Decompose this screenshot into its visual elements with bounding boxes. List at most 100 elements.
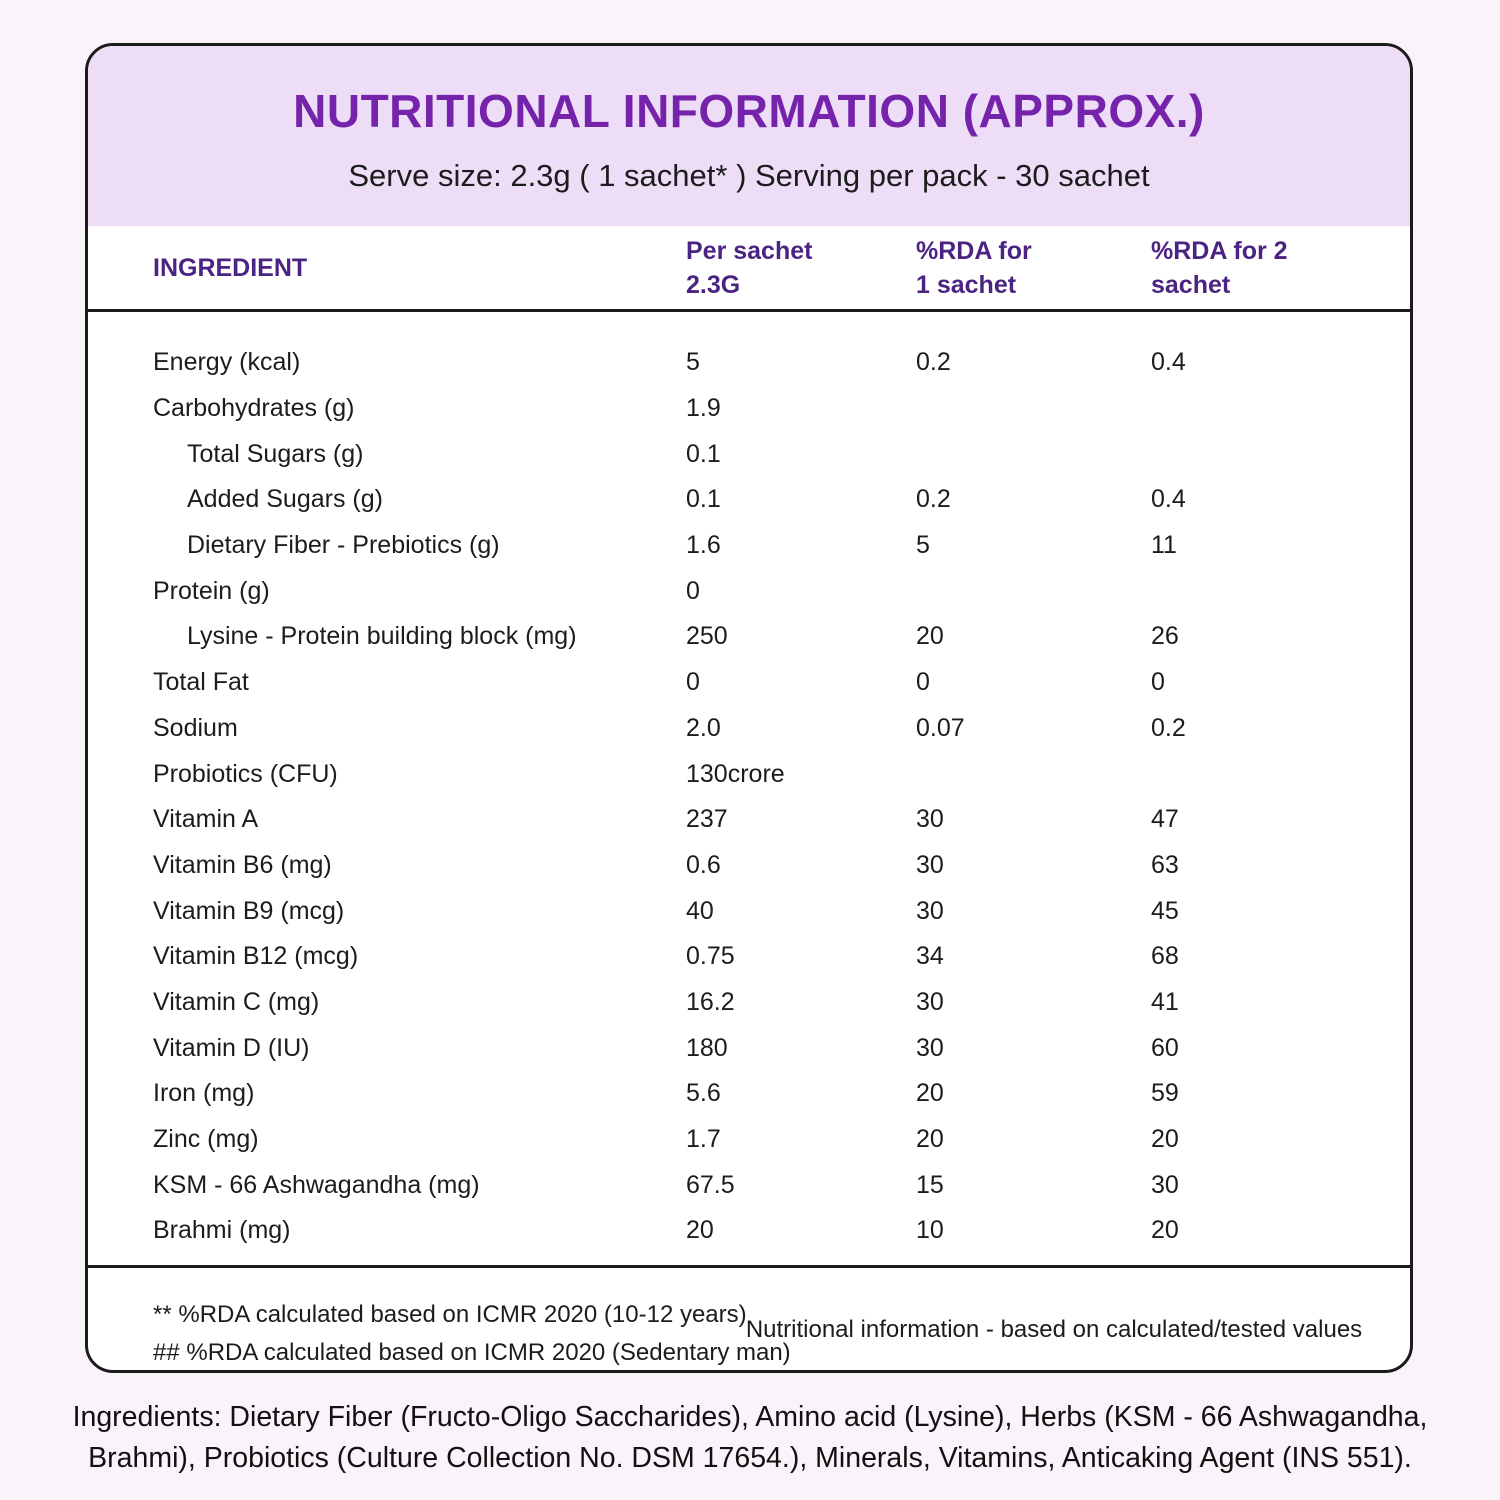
column-header-rda-2-sachet: %RDA for 2 sachet [1151, 234, 1410, 302]
table-row: Vitamin D (IU) 180 30 60 [88, 1025, 1410, 1071]
rda-2-sachet-value: 20 [1151, 1125, 1179, 1154]
table-row: Iron (mg) 5.6 20 59 [88, 1071, 1410, 1117]
rda-1-sachet-value: 30 [916, 987, 944, 1016]
page-title: NUTRITIONAL INFORMATION (APPROX.) [293, 85, 1205, 137]
ingredient-name: Vitamin D (IU) [153, 1033, 310, 1062]
rda-2-sachet-value: 20 [1151, 1216, 1179, 1245]
rda-2-sachet-value: 0.4 [1151, 485, 1186, 514]
rda-2-sachet-value: 41 [1151, 987, 1179, 1016]
rda-2-sachet-value: 30 [1151, 1170, 1179, 1199]
per-sachet-value: 0.6 [686, 850, 721, 879]
header-band: NUTRITIONAL INFORMATION (APPROX.) Serve … [88, 46, 1410, 226]
rda-1-sachet-value: 30 [916, 850, 944, 879]
column-header-ingredient: INGREDIENT [153, 251, 686, 285]
rda-2-sachet-value: 0 [1151, 668, 1165, 697]
column-header-line2: 1 sachet [916, 270, 1017, 299]
rda-1-sachet-value: 20 [916, 1079, 944, 1108]
rda-1-sachet-value: 20 [916, 1125, 944, 1154]
per-sachet-value: 5 [686, 348, 700, 377]
per-sachet-value: 0.1 [686, 439, 721, 468]
rda-1-sachet-value: 5 [916, 531, 930, 560]
ingredient-name: Vitamin C (mg) [153, 987, 320, 1016]
table-row: Brahmi (mg) 20 10 20 [88, 1208, 1410, 1254]
per-sachet-value: 1.7 [686, 1125, 721, 1154]
table-row: Vitamin B9 (mcg) 40 30 45 [88, 888, 1410, 934]
per-sachet-value: 5.6 [686, 1079, 721, 1108]
table-row: Vitamin B12 (mcg) 0.75 34 68 [88, 934, 1410, 980]
table-row: Added Sugars (g) 0.1 0.2 0.4 [88, 477, 1410, 523]
rda-1-sachet-value: 30 [916, 1033, 944, 1062]
rda-1-sachet-value: 34 [916, 942, 944, 971]
rda-2-sachet-value: 0.2 [1151, 713, 1186, 742]
rda-2-sachet-value: 68 [1151, 942, 1179, 971]
column-header-line1: %RDA for [916, 236, 1032, 265]
rda-2-sachet-value: 45 [1151, 896, 1179, 925]
ingredient-name: Total Sugars (g) [187, 439, 364, 468]
rda-2-sachet-value: 11 [1151, 531, 1177, 560]
table-row: Lysine - Protein building block (mg) 250… [88, 614, 1410, 660]
per-sachet-value: 1.6 [686, 531, 721, 560]
ingredient-name: Energy (kcal) [153, 348, 301, 377]
rda-1-sachet-value: 30 [916, 805, 944, 834]
ingredient-name: Carbohydrates (g) [153, 394, 355, 423]
table-row: Zinc (mg) 1.7 20 20 [88, 1117, 1410, 1163]
column-header-line1: INGREDIENT [153, 253, 308, 282]
per-sachet-value: 16.2 [686, 987, 735, 1016]
table-row: Vitamin A 237 30 47 [88, 797, 1410, 843]
per-sachet-value: 1.9 [686, 394, 721, 423]
tested-values-note: Nutritional information - based on calcu… [745, 1316, 1363, 1343]
rda-1-sachet-value: 0.07 [916, 713, 965, 742]
rda-1-sachet-value: 10 [916, 1216, 944, 1245]
per-sachet-value: 180 [686, 1033, 728, 1062]
ingredient-name: KSM - 66 Ashwagandha (mg) [153, 1170, 480, 1199]
per-sachet-value: 20 [686, 1216, 714, 1245]
ingredients-paragraph: Ingredients: Dietary Fiber (Fructo-Oligo… [72, 1401, 1428, 1474]
ingredient-name: Vitamin B9 (mcg) [153, 896, 345, 925]
column-header-line1: %RDA for 2 [1151, 236, 1288, 265]
ingredient-name: Vitamin B6 (mg) [153, 850, 332, 879]
table-row: KSM - 66 Ashwagandha (mg) 67.5 15 30 [88, 1162, 1410, 1208]
ingredient-name: Total Fat [153, 668, 249, 697]
table-row: Probiotics (CFU) 130crore [88, 751, 1410, 797]
table-row: Energy (kcal) 5 0.2 0.4 [88, 340, 1410, 386]
rda-1-sachet-value: 0 [916, 668, 930, 697]
per-sachet-value: 67.5 [686, 1170, 735, 1199]
table-row: Dietary Fiber - Prebiotics (g) 1.6 5 11 [88, 523, 1410, 569]
column-header-line1: Per sachet [686, 236, 813, 265]
per-sachet-value: 250 [686, 622, 728, 651]
per-sachet-value: 40 [686, 896, 714, 925]
ingredient-name: Added Sugars (g) [187, 485, 383, 514]
rda-1-sachet-value: 0.2 [916, 485, 951, 514]
rda-2-sachet-value: 0.4 [1151, 348, 1186, 377]
ingredient-name: Vitamin A [153, 805, 259, 834]
table-row: Total Fat 0 0 0 [88, 660, 1410, 706]
per-sachet-value: 2.0 [686, 713, 721, 742]
per-sachet-value: 237 [686, 805, 728, 834]
rda-2-sachet-value: 47 [1151, 805, 1179, 834]
serve-size-subtitle: Serve size: 2.3g ( 1 sachet* ) Serving p… [348, 158, 1150, 193]
rda-2-sachet-value: 26 [1151, 622, 1179, 651]
column-header-per-sachet: Per sachet 2.3G [686, 234, 916, 302]
ingredient-name: Probiotics (CFU) [153, 759, 338, 788]
ingredient-name: Sodium [153, 713, 238, 742]
table-row: Total Sugars (g) 0.1 [88, 431, 1410, 477]
table-row: Sodium 2.0 0.07 0.2 [88, 706, 1410, 752]
per-sachet-value: 0 [686, 668, 700, 697]
ingredient-name: Vitamin B12 (mcg) [153, 942, 359, 971]
per-sachet-value: 0.75 [686, 942, 735, 971]
ingredient-name: Dietary Fiber - Prebiotics (g) [187, 531, 500, 560]
column-header-rda-1-sachet: %RDA for 1 sachet [916, 234, 1151, 302]
table-row: Vitamin B6 (mg) 0.6 30 63 [88, 843, 1410, 889]
table-row: Vitamin C (mg) 16.2 30 41 [88, 980, 1410, 1026]
rda-2-sachet-value: 59 [1151, 1079, 1179, 1108]
table-body: Energy (kcal) 5 0.2 0.4 Carbohydrates (g… [88, 340, 1410, 1265]
rda-2-sachet-value: 60 [1151, 1033, 1179, 1062]
rda-1-sachet-value: 20 [916, 622, 944, 651]
per-sachet-value: 0.1 [686, 485, 721, 514]
rda-1-sachet-value: 15 [916, 1170, 944, 1199]
rda-1-sachet-value: 30 [916, 896, 944, 925]
per-sachet-value: 130crore [686, 759, 785, 788]
ingredient-name: Zinc (mg) [153, 1125, 259, 1154]
column-header-line2: sachet [1151, 270, 1231, 299]
column-header-line2: 2.3G [686, 270, 741, 299]
